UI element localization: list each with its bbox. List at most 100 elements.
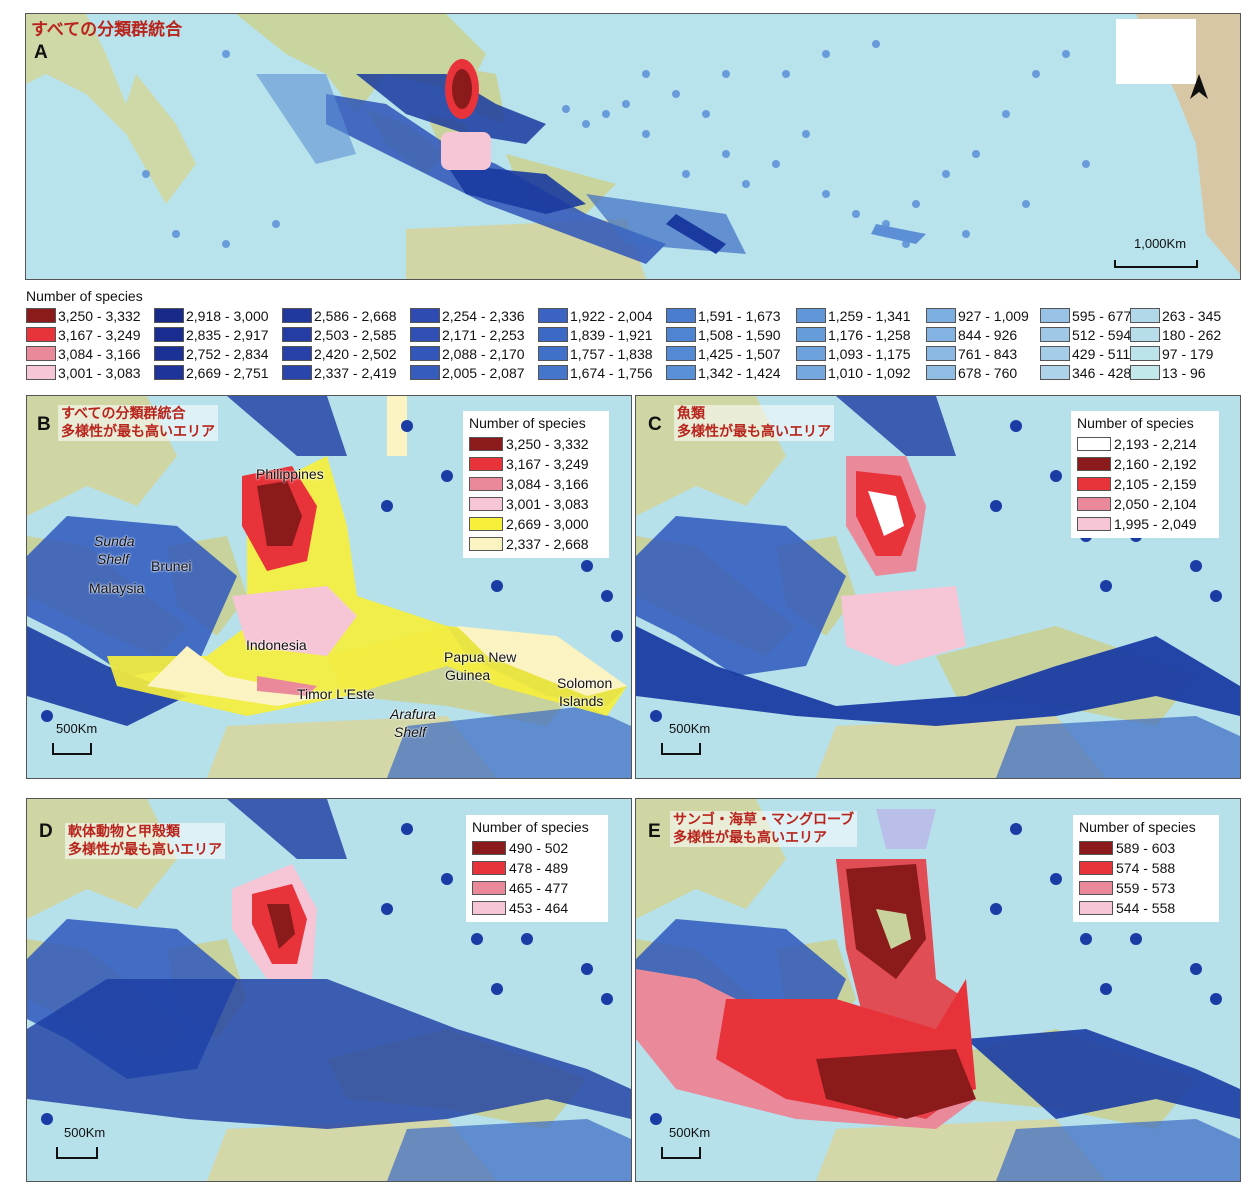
main-legend-entry: 512 - 594 [1040, 325, 1131, 344]
legend-swatch [1040, 327, 1070, 342]
legend-swatch [469, 437, 503, 451]
legend-label: 180 - 262 [1162, 326, 1222, 343]
legend-row: 465 - 477 [472, 878, 602, 898]
main-legend-entry: 2,752 - 2,834 [154, 344, 269, 363]
panel-e-scale-bar: 500Km [661, 1125, 710, 1159]
legend-swatch [154, 346, 184, 361]
label-solomon: Solomon [557, 675, 613, 691]
panel-e-letter: E [648, 821, 661, 842]
main-legend-entry: 2,586 - 2,668 [282, 306, 397, 325]
legend-label: 453 - 464 [509, 900, 569, 916]
main-legend-column: 1,591 - 1,673 1,508 - 1,590 1,425 - 1,507 1… [666, 306, 781, 382]
main-legend-entry: 180 - 262 [1130, 325, 1221, 344]
main-legend-column: 2,254 - 2,336 2,171 - 2,253 2,088 - 2,170 2… [410, 306, 525, 382]
main-legend-entry: 3,250 - 3,332 [26, 306, 141, 325]
main-legend-column: 3,250 - 3,332 3,167 - 3,249 3,084 - 3,166 3… [26, 306, 141, 382]
legend-swatch [926, 346, 956, 361]
legend-swatch [1077, 437, 1111, 451]
legend-label: 2,050 - 2,104 [1114, 496, 1197, 512]
panel-d-legend: Number of species 490 - 502 478 - 489 465 … [466, 815, 608, 922]
legend-swatch [926, 308, 956, 323]
main-legend-entry: 3,001 - 3,083 [26, 363, 141, 382]
panel-c-scale-bar: 500Km [661, 721, 710, 755]
legend-swatch [26, 346, 56, 361]
panel-c-letter: C [648, 414, 662, 435]
legend-row: 2,669 - 3,000 [469, 514, 603, 534]
legend-swatch [410, 308, 440, 323]
legend-row: 1,995 - 2,049 [1077, 514, 1213, 534]
panel-d-scale-bar: 500Km [56, 1125, 105, 1159]
legend-swatch [1079, 861, 1113, 875]
legend-swatch [796, 308, 826, 323]
main-legend-entry: 1,591 - 1,673 [666, 306, 781, 325]
label-arafura: Arafura [390, 706, 436, 722]
main-legend-column: 595 - 677 512 - 594 429 - 511 346 - 428 [1040, 306, 1131, 382]
legend-label: 3,084 - 3,166 [506, 476, 589, 492]
label-indonesia: Indonesia [246, 637, 307, 653]
legend-row: 574 - 588 [1079, 858, 1213, 878]
main-legend-entry: 346 - 428 [1040, 363, 1131, 382]
legend-label: 263 - 345 [1162, 307, 1222, 324]
main-legend-entry: 2,337 - 2,419 [282, 363, 397, 382]
panel-b-title-line2: 多様性が最も高いエリア [61, 424, 215, 440]
legend-swatch [1079, 901, 1113, 915]
legend-swatch [1130, 308, 1160, 323]
legend-swatch [472, 881, 506, 895]
panel-d-legend-title: Number of species [472, 819, 589, 835]
legend-swatch [796, 327, 826, 342]
main-legend-entry: 1,259 - 1,341 [796, 306, 911, 325]
panel-a-map: すべての分類群統合 A 1,000Km [25, 13, 1241, 280]
legend-label: 589 - 603 [1116, 840, 1176, 856]
main-legend-column: 1,259 - 1,341 1,176 - 1,258 1,093 - 1,175 1… [796, 306, 911, 382]
legend-swatch [469, 457, 503, 471]
panel-e-map: サンゴ・海草・マングローブ 多様性が最も高いエリア E Number of sp… [635, 798, 1241, 1182]
legend-row: 2,337 - 2,668 [469, 534, 603, 554]
legend-label: 3,001 - 3,083 [506, 496, 589, 512]
panel-c-legend-title: Number of species [1077, 415, 1194, 431]
legend-swatch [1077, 477, 1111, 491]
panel-b-map: すべての分類群統合 多様性が最も高いエリア B Number of specie… [26, 395, 632, 779]
legend-swatch [26, 308, 56, 323]
legend-swatch [26, 365, 56, 380]
legend-swatch [410, 327, 440, 342]
legend-swatch [1130, 346, 1160, 361]
legend-label: 574 - 588 [1116, 860, 1176, 876]
americas-landmass [1136, 14, 1240, 274]
legend-swatch [154, 308, 184, 323]
legend-swatch [666, 327, 696, 342]
legend-label: 2,105 - 2,159 [1114, 476, 1197, 492]
legend-label: 1,259 - 1,341 [828, 307, 911, 324]
panel-d-title-line2: 多様性が最も高いエリア [68, 842, 222, 858]
main-legend-entry: 927 - 1,009 [926, 306, 1029, 325]
legend-swatch [1077, 517, 1111, 531]
legend-label: 490 - 502 [509, 840, 569, 856]
legend-row: 478 - 489 [472, 858, 602, 878]
main-legend-entry: 1,674 - 1,756 [538, 363, 653, 382]
main-legend-entry: 1,757 - 1,838 [538, 344, 653, 363]
legend-label: 2,669 - 3,000 [506, 516, 589, 532]
main-legend-entry: 844 - 926 [926, 325, 1029, 344]
label-islands: Islands [559, 693, 604, 709]
legend-swatch [282, 308, 312, 323]
panel-e-legend-title: Number of species [1079, 819, 1196, 835]
panel-b-scale-bar: 500Km [52, 721, 97, 755]
legend-label: 761 - 843 [958, 345, 1018, 362]
panel-a-scale-bar: 1,000Km [1114, 236, 1198, 268]
legend-row: 3,001 - 3,083 [469, 494, 603, 514]
main-legend-column: 2,586 - 2,668 2,503 - 2,585 2,420 - 2,502 2… [282, 306, 397, 382]
legend-swatch [1040, 365, 1070, 380]
legend-row: 2,193 - 2,214 [1077, 434, 1213, 454]
main-legend-entry: 1,425 - 1,507 [666, 344, 781, 363]
legend-label: 2,503 - 2,585 [314, 326, 397, 343]
legend-swatch [282, 365, 312, 380]
main-legend-entry: 1,010 - 1,092 [796, 363, 911, 382]
legend-swatch [538, 327, 568, 342]
panel-d-letter: D [39, 821, 53, 842]
legend-swatch [1040, 346, 1070, 361]
panel-d-title-line1: 軟体動物と甲殻類 [68, 824, 180, 840]
legend-row: 589 - 603 [1079, 838, 1213, 858]
legend-label: 512 - 594 [1072, 326, 1132, 343]
label-timor: Timor L'Este [297, 686, 375, 702]
legend-swatch [472, 861, 506, 875]
legend-swatch [666, 346, 696, 361]
